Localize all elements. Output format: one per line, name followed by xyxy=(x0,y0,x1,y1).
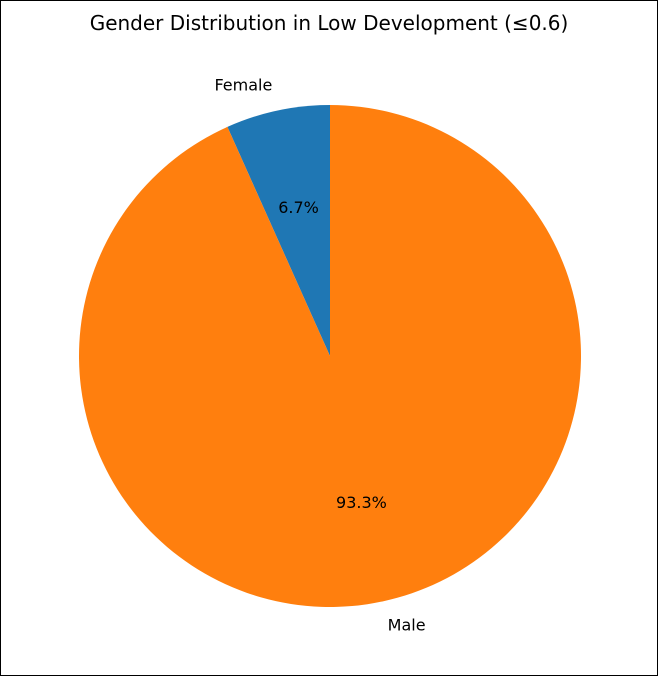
chart-title: Gender Distribution in Low Development (… xyxy=(89,11,569,35)
slice-label-female: Female xyxy=(214,75,272,94)
slice-percent-male: 93.3% xyxy=(336,493,387,512)
pie-slice-female xyxy=(227,105,330,356)
slice-label-male: Male xyxy=(388,616,426,635)
pie-slice-male xyxy=(79,105,581,607)
slice-percent-female: 6.7% xyxy=(278,198,319,217)
